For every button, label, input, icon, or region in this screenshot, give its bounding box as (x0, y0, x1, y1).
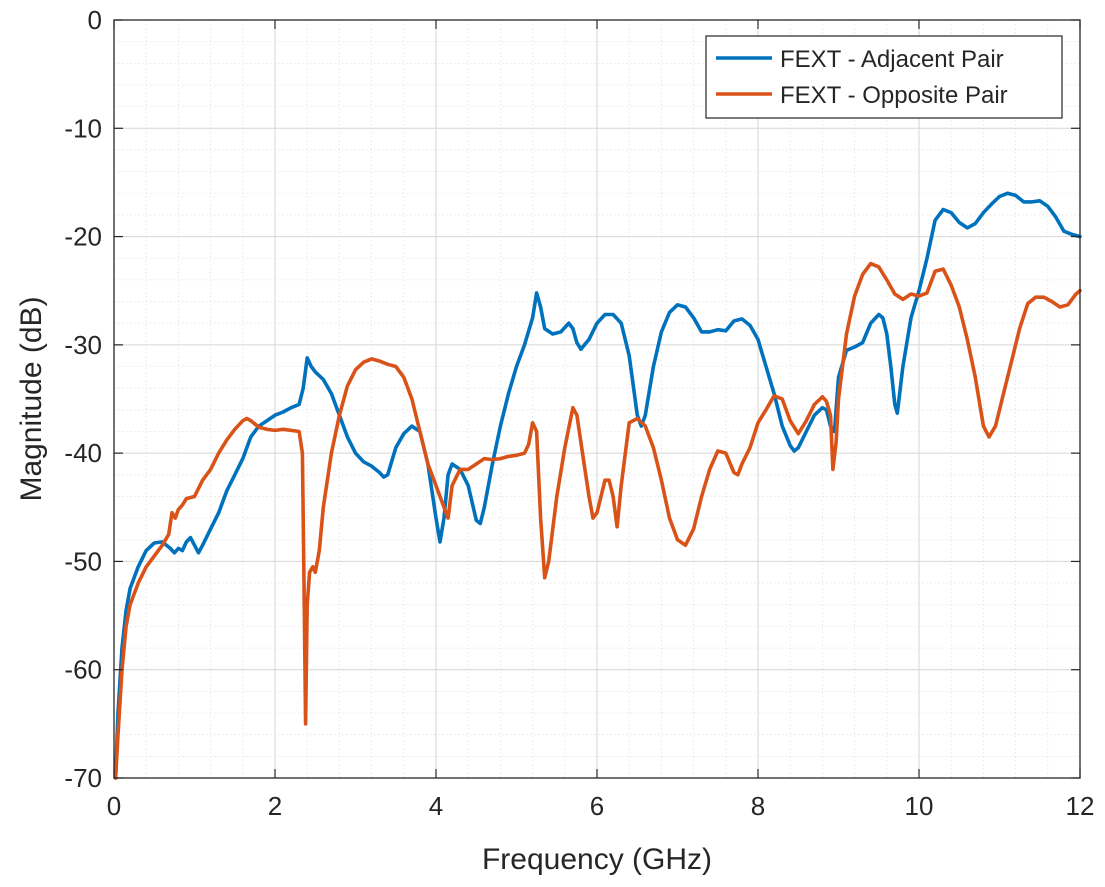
legend-label-opposite: FEXT - Opposite Pair (780, 82, 1008, 109)
major-grid (114, 20, 1080, 778)
y-axis-label: Magnitude (dB) (15, 296, 48, 501)
x-tick-label: 0 (107, 791, 121, 821)
legend: FEXT - Adjacent Pair FEXT - Opposite Pai… (705, 35, 1063, 119)
x-tick-label: 2 (268, 791, 282, 821)
x-tick-labels: 0 2 4 6 8 10 12 (107, 791, 1095, 821)
x-tick-label: 12 (1066, 791, 1095, 821)
x-tick-label: 6 (590, 791, 604, 821)
x-axis-label: Frequency (GHz) (482, 843, 712, 876)
x-tick-label: 8 (751, 791, 765, 821)
y-tick-labels: 0 -10 -20 -30 -40 -50 -60 -70 (64, 5, 102, 793)
y-tick-label: -10 (64, 113, 102, 143)
y-tick-label: -50 (64, 546, 102, 576)
legend-label-adjacent: FEXT - Adjacent Pair (780, 46, 1004, 73)
y-tick-label: -70 (64, 763, 102, 793)
y-tick-label: -60 (64, 655, 102, 685)
series-line-adjacent-pair (113, 191, 1082, 780)
x-tick-label: 10 (905, 791, 934, 821)
y-tick-label: -30 (64, 330, 102, 360)
series-line-opposite-pair (113, 261, 1082, 780)
y-tick-label: -20 (64, 222, 102, 252)
series-layer (113, 191, 1082, 780)
legend-box (705, 35, 1063, 119)
x-tick-label: 4 (429, 791, 443, 821)
y-tick-label: -40 (64, 438, 102, 468)
axis-ticks (113, 19, 1081, 779)
y-tick-label: 0 (88, 5, 102, 35)
